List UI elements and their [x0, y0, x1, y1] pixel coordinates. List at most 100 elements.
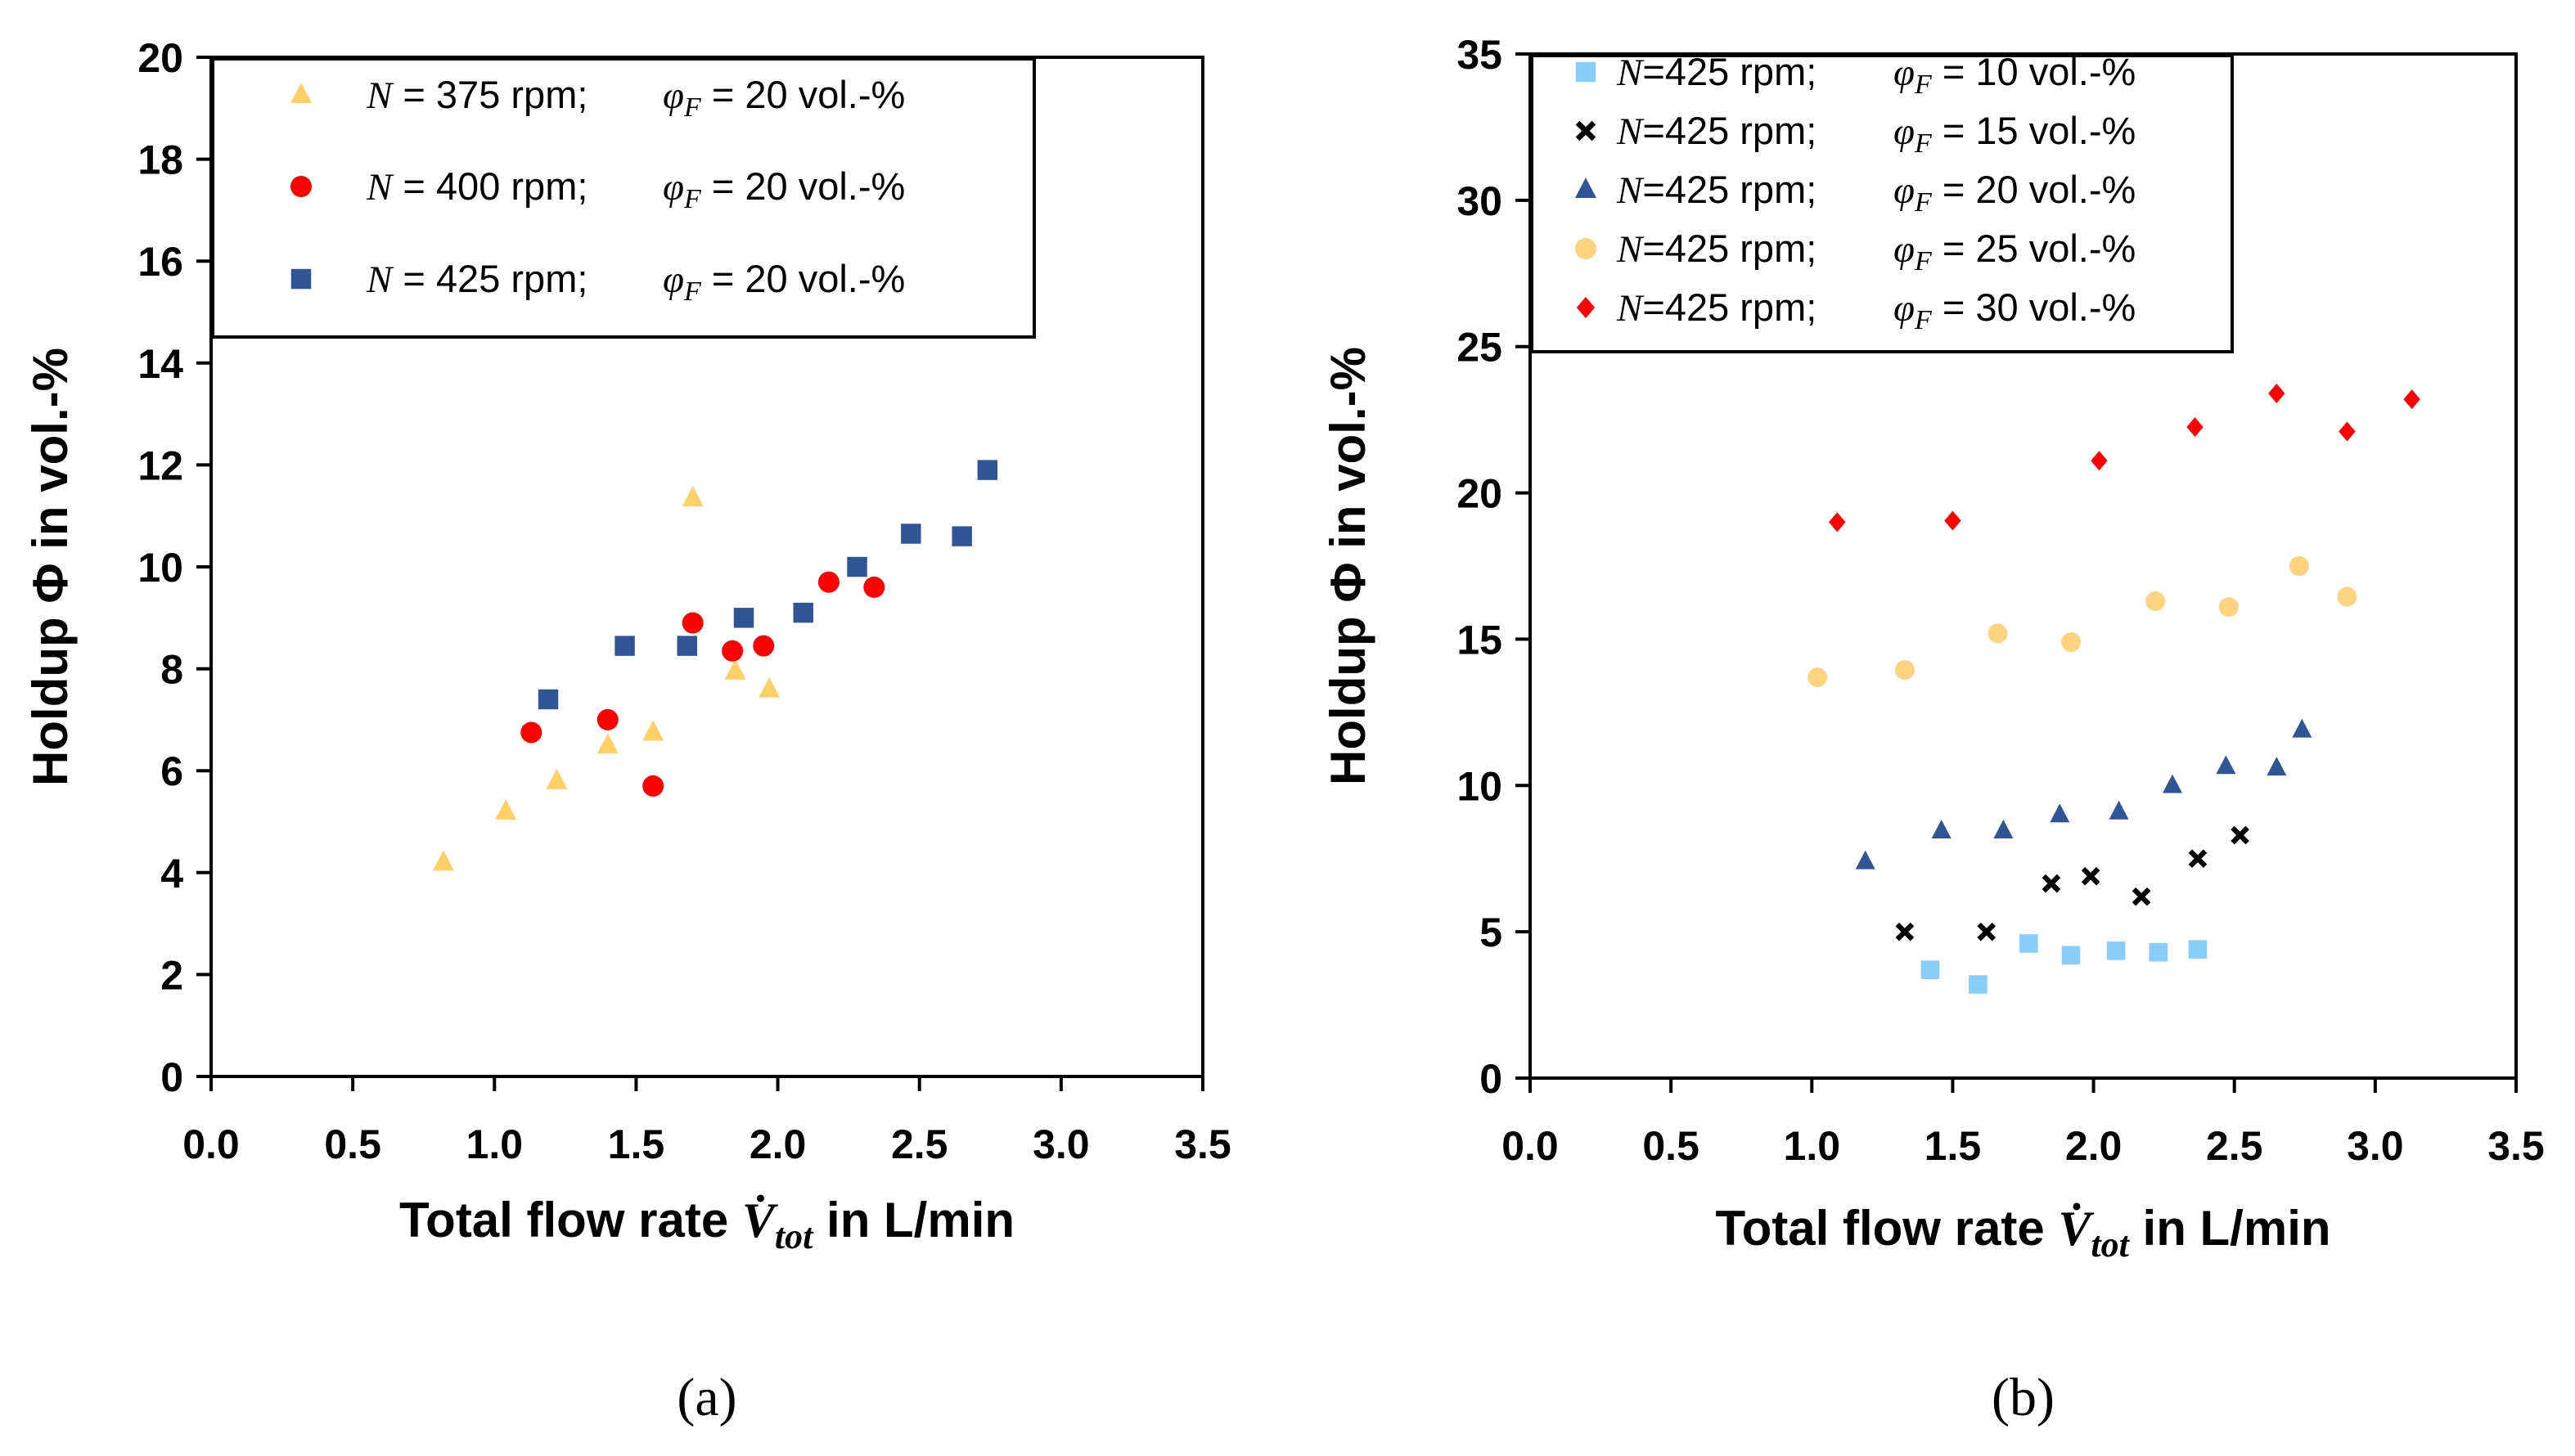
data-point	[2109, 800, 2129, 820]
x-tick-label: 3.0	[2347, 1123, 2404, 1169]
legend-box	[211, 57, 1036, 339]
y-tick-label: 10	[137, 545, 183, 591]
data-point	[1988, 623, 2008, 644]
x-tick-label: 2.0	[2065, 1123, 2123, 1169]
y-axis-title: Holdup Φ in vol.-%	[1321, 347, 1375, 785]
data-point	[2292, 718, 2312, 738]
series-3	[1855, 718, 2312, 870]
legend-entry-label: N = 375 rpm;	[366, 73, 587, 117]
legend-marker	[1575, 238, 1596, 259]
legend-n-text: =425 rpm;	[1642, 227, 1816, 270]
x-axis-title-subscript: tot	[775, 1216, 814, 1256]
x-tick-label: 0.0	[182, 1121, 240, 1167]
y-tick-label: 15	[1456, 617, 1502, 663]
y-tick-label: 25	[1456, 325, 1502, 371]
x-tick-label: 1.5	[1924, 1123, 1982, 1169]
data-point	[901, 524, 921, 544]
x-axis-title-prefix: Total flow rate	[399, 1193, 742, 1247]
data-point	[2268, 383, 2285, 403]
data-point	[596, 733, 619, 754]
cross-stroke	[1575, 120, 1596, 142]
legend-phi-text: = 20 vol.-%	[701, 164, 905, 208]
data-point	[2216, 755, 2236, 775]
data-point	[722, 640, 744, 662]
data-point	[2050, 803, 2070, 823]
data-point	[2339, 421, 2356, 442]
legend-phi-label: φF = 20 vol.-%	[663, 73, 905, 123]
cross-stroke	[1977, 922, 1997, 941]
legend-phi-label: φF = 20 vol.-%	[663, 164, 905, 214]
data-point	[1894, 659, 1915, 680]
y-tick-label: 12	[137, 443, 183, 488]
x-tick-label: 0.5	[324, 1121, 381, 1167]
legend-entry-label: N=425 rpm;	[1616, 285, 1816, 330]
data-point	[546, 768, 568, 789]
data-point	[1855, 850, 1875, 870]
legend-entry-label: N=425 rpm;	[1616, 227, 1816, 271]
x-tick-label: 1.5	[608, 1121, 665, 1167]
legend-entry-label: N = 400 rpm;	[366, 164, 587, 209]
legend-phi-label: φF = 10 vol.-%	[1893, 50, 2136, 100]
data-point	[724, 658, 746, 680]
series-1	[1920, 934, 2208, 994]
series-2	[1895, 825, 2249, 941]
legend: N=425 rpm; φF = 10 vol.-%N=425 rpm; φF = 1…	[1530, 50, 2234, 353]
x-tick-label: 3.5	[1174, 1121, 1231, 1167]
data-point	[2337, 586, 2357, 607]
data-point	[495, 799, 517, 820]
x-tick-label: 0.0	[1501, 1123, 1559, 1169]
y-tick-label: 6	[160, 748, 183, 794]
legend-phi-symbol: φ	[1893, 287, 1915, 330]
legend-n-text: = 375 rpm;	[392, 73, 587, 116]
y-tick-label: 2	[160, 952, 183, 998]
legend-phi-subscript: F	[1914, 305, 1933, 335]
legend-phi-symbol: φ	[1893, 169, 1915, 212]
y-tick-label: 5	[1479, 910, 1502, 955]
data-point	[677, 636, 697, 656]
y-tick-label: 0	[160, 1054, 183, 1100]
x-axis-title-subscript: tot	[2091, 1225, 2130, 1265]
x-tick-label: 2.0	[750, 1121, 807, 1167]
legend-phi-subscript: F	[1914, 128, 1933, 159]
legend-phi-text: = 15 vol.-%	[1932, 109, 2136, 152]
legend-marker	[290, 176, 312, 197]
x-axis-title-symbol: V̇	[742, 1193, 779, 1247]
y-tick-label: 18	[137, 137, 183, 183]
legend-entry-label: N=425 rpm;	[1616, 50, 1816, 94]
data-point	[1920, 960, 1940, 979]
legend-phi-text: = 30 vol.-%	[1932, 285, 2136, 329]
cross-stroke	[2231, 825, 2249, 845]
data-point	[977, 460, 998, 480]
y-axis-title: Holdup Φ in vol.-%	[23, 348, 78, 786]
data-point	[1895, 922, 1915, 941]
legend-n-symbol: N	[366, 74, 394, 117]
x-tick-label: 3.5	[2487, 1123, 2545, 1169]
data-point	[2081, 866, 2100, 886]
data-point	[2061, 946, 2081, 965]
data-point	[863, 576, 885, 598]
legend-n-text: =425 rpm;	[1642, 168, 1816, 211]
data-point	[2042, 874, 2061, 893]
cross-stroke	[2081, 866, 2100, 886]
x-axis-title: Total flow rate V̇tot in L/min	[1715, 1201, 2330, 1265]
data-point	[2145, 591, 2166, 611]
legend-entry-label: N=425 rpm;	[1616, 168, 1816, 212]
legend-n-text: =425 rpm;	[1642, 285, 1816, 329]
data-point	[642, 775, 664, 797]
legend-phi-text: = 20 vol.-%	[701, 257, 905, 300]
data-point	[1993, 820, 2014, 839]
legend-phi-label: φF = 20 vol.-%	[663, 257, 905, 307]
x-tick-label: 2.5	[891, 1121, 948, 1167]
x-axis-title-symbol: V̇	[2058, 1202, 2095, 1256]
legend-box	[1530, 54, 2234, 353]
data-point	[2231, 825, 2249, 845]
legend-phi-text: = 10 vol.-%	[1932, 50, 2136, 93]
legend-marker	[1575, 61, 1596, 83]
y-tick-label: 10	[1456, 763, 1502, 809]
legend-n-text: = 400 rpm;	[392, 164, 587, 208]
legend-marker	[1575, 178, 1596, 199]
legend-n-text: = 425 rpm;	[392, 257, 587, 300]
legend-entry-label: N=425 rpm;	[1616, 109, 1816, 153]
data-point	[793, 602, 813, 623]
